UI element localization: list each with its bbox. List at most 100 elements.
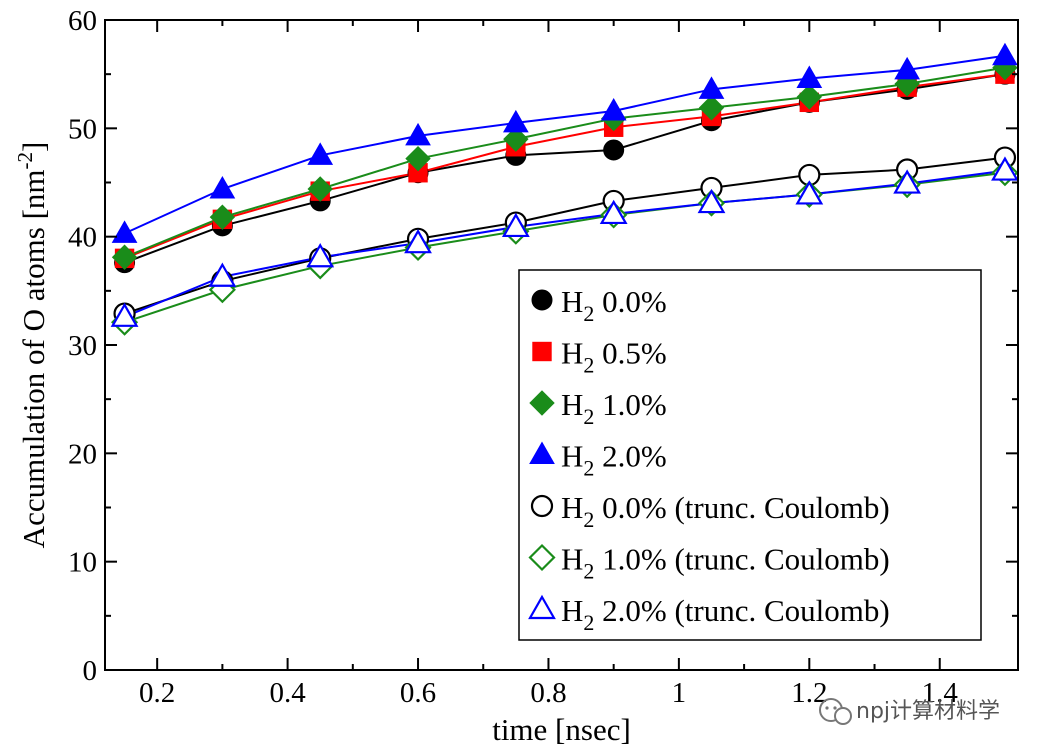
y-tick-label: 10 [68, 547, 97, 579]
svg-text:Accumulation of O atoms [nm-2]: Accumulation of O atoms [nm-2] [13, 142, 51, 549]
legend-label: H2 2.0% [561, 439, 667, 481]
series-1 [124, 73, 1006, 264]
legend-label-prefix: H [561, 336, 583, 371]
legend-marker [530, 494, 554, 518]
legend-label: H2 1.0% [561, 387, 667, 429]
x-axis-title: time [nsec] [492, 712, 631, 747]
legend-label-name: 1.0% [594, 387, 666, 422]
y-axis-title-main: Accumulation of O atoms [nm [16, 170, 51, 549]
series-4 [124, 54, 1006, 235]
legend-label-name: 1.0% (trunc. Coulomb) [594, 542, 889, 577]
legend-item: H2 0.0% (trunc. Coulomb) [530, 490, 890, 532]
legend-label-name: 2.0% (trunc. Coulomb) [594, 593, 889, 628]
legend-marker [532, 341, 552, 362]
series-4-points [111, 42, 1018, 243]
y-tick-label: 30 [68, 330, 97, 362]
data-point [697, 188, 726, 214]
data-point [307, 142, 334, 165]
series-2 [124, 73, 1006, 260]
data-point [893, 169, 922, 194]
legend-label-prefix: H [561, 387, 583, 422]
data-point [110, 302, 139, 327]
data-point [502, 109, 529, 133]
series-line [124, 73, 1006, 264]
legend-label: H2 0.0% (trunc. Coulomb) [561, 490, 890, 532]
legend-label-name: 0.0% [594, 284, 666, 319]
series-2-points [114, 64, 1015, 269]
x-tick-label: 0.4 [269, 677, 306, 709]
legend-label-prefix: H [561, 593, 583, 628]
x-tick-label: 1.4 [922, 677, 959, 709]
data-point [600, 97, 627, 121]
watermark-text: npj计算材料学 [856, 699, 1000, 724]
legend-label-prefix: H [561, 284, 583, 319]
legend-marker [529, 441, 555, 464]
wechat-icon [819, 698, 852, 725]
legend-marker [531, 289, 553, 311]
series-5 [124, 156, 1006, 315]
legend-item: H2 2.0% [529, 439, 667, 481]
legend-box [518, 269, 982, 641]
legend-label: H2 0.0% [561, 284, 667, 326]
legend-label-subscript: 2 [583, 610, 594, 635]
data-point [307, 176, 333, 202]
legend-label: H2 1.0% (trunc. Coulomb) [561, 542, 890, 584]
data-point [698, 95, 725, 121]
y-tick-label: 60 [68, 5, 97, 37]
y-axis-title-close: ] [16, 142, 51, 152]
legend-item: H2 1.0% (trunc. Coulomb) [528, 542, 890, 584]
data-point [599, 199, 628, 225]
legend-label-name: 0.5% [594, 336, 666, 371]
series-line [124, 169, 1006, 318]
data-point [603, 139, 625, 161]
data-point [306, 243, 335, 268]
y-axis-title: Accumulation of O atoms [nm-2] [13, 142, 51, 549]
data-point [503, 126, 529, 152]
series-3 [124, 66, 1006, 259]
legend: H2 0.0%H2 0.5%H2 1.0%H2 2.0%H2 0.0% (tru… [518, 269, 982, 641]
data-point [698, 76, 725, 99]
data-point [208, 262, 237, 287]
legend-marker [529, 390, 555, 416]
legend-label-subscript: 2 [583, 559, 594, 584]
series-1-points [114, 63, 1016, 274]
data-point [111, 244, 138, 270]
data-point [209, 204, 236, 230]
x-tick-label: 0.2 [139, 677, 175, 709]
x-tick-label: 0.8 [530, 677, 566, 709]
series-7 [124, 169, 1006, 318]
legend-label-name: 0.0% (trunc. Coulomb) [594, 490, 889, 525]
y-tick-label: 50 [68, 113, 97, 145]
data-point [991, 156, 1019, 181]
legend-label-prefix: H [561, 439, 583, 474]
y-axis-title-superscript: -2 [13, 152, 37, 170]
plot-marks [110, 42, 1019, 336]
legend-label-subscript: 2 [583, 456, 594, 481]
legend-label-subscript: 2 [583, 301, 594, 326]
data-point [209, 175, 236, 199]
legend-label-subscript: 2 [583, 404, 594, 429]
legend-marker [528, 543, 556, 572]
legend-item: H2 1.0% [529, 387, 667, 429]
data-point [404, 228, 432, 254]
y-tick-label: 40 [68, 222, 97, 254]
series-7-points [110, 156, 1019, 327]
legend-label: H2 2.0% (trunc. Coulomb) [561, 593, 890, 635]
data-point [405, 145, 431, 172]
legend-label-prefix: H [561, 542, 583, 577]
y-tick-label: 0 [83, 655, 98, 687]
legend-item: H2 0.5% [532, 336, 667, 378]
x-tick-label: 0.6 [400, 677, 436, 709]
series-line [124, 156, 1006, 315]
legend-label-subscript: 2 [583, 507, 594, 532]
watermark: npj计算材料学 [819, 698, 1000, 725]
legend-item: H2 0.0% [531, 284, 667, 326]
legend-label-prefix: H [561, 490, 583, 525]
y-tick-label: 20 [68, 438, 97, 470]
data-point [992, 42, 1018, 66]
data-point [796, 84, 823, 110]
x-tick-label: 1 [672, 677, 687, 709]
legend-item: H2 2.0% (trunc. Coulomb) [528, 593, 890, 635]
